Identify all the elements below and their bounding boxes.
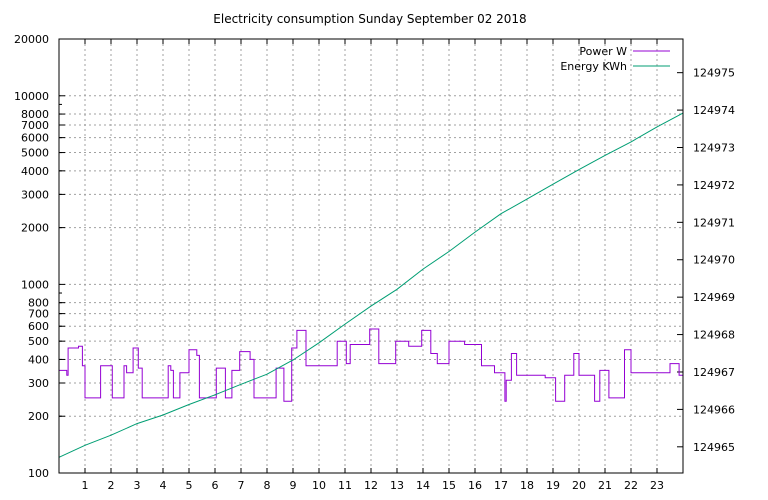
legend: Power W Energy KWh [560, 45, 670, 73]
x-tick-label: 11 [338, 479, 352, 492]
y-left-tick-label: 200 [28, 410, 49, 423]
x-tick-label: 12 [364, 479, 378, 492]
x-tick-label: 9 [290, 479, 297, 492]
y-left-tick-label: 6000 [21, 132, 49, 145]
y-left-tick-label: 600 [28, 320, 49, 333]
y-left-tick-label: 2000 [21, 222, 49, 235]
x-tick-label: 20 [572, 479, 586, 492]
x-tick-label: 15 [442, 479, 456, 492]
x-tick-label: 22 [624, 479, 638, 492]
y-left-tick-label: 500 [28, 335, 49, 348]
x-tick-label: 8 [264, 479, 271, 492]
legend-label-power-w: Power W [579, 45, 627, 58]
series-line-power-w [59, 328, 684, 402]
series-line-energy-kwh [58, 112, 684, 458]
y-right-tick-label: 124975 [693, 67, 735, 80]
x-tick-label: 18 [520, 479, 534, 492]
y-left-tick-label: 3000 [21, 188, 49, 201]
x-tick-label: 7 [238, 479, 245, 492]
y-right-tick-label: 124966 [693, 403, 735, 416]
x-tick-label: 14 [416, 479, 430, 492]
y-left-tick-label: 10000 [14, 90, 49, 103]
x-tick-label: 1 [82, 479, 89, 492]
y-left-tick-label: 700 [28, 308, 49, 321]
x-tick-label: 10 [312, 479, 326, 492]
chart-title: Electricity consumption Sunday September… [213, 12, 526, 26]
y-right-tick-label: 124970 [693, 254, 735, 267]
y-right-tick-label: 124973 [693, 142, 735, 155]
x-tick-label: 4 [160, 479, 167, 492]
x-tick-label: 23 [650, 479, 664, 492]
x-tick-label: 21 [598, 479, 612, 492]
y-right-tick-label: 124974 [693, 104, 735, 117]
y-right-tick-label: 124967 [693, 366, 735, 379]
y-right-tick-label: 124969 [693, 291, 735, 304]
y-left-tick-label: 400 [28, 353, 49, 366]
y-right-tick-label: 124972 [693, 179, 735, 192]
x-tick-label: 19 [546, 479, 560, 492]
x-tick-label: 3 [134, 479, 141, 492]
x-tick-label: 5 [186, 479, 193, 492]
plot-frame [58, 38, 684, 474]
y-left-tick-label: 8000 [21, 108, 49, 121]
y-left-tick-label: 100 [28, 467, 49, 480]
x-tick-label: 13 [390, 479, 404, 492]
y-left-tick-label: 4000 [21, 165, 49, 178]
x-tick-label: 17 [494, 479, 508, 492]
y-right-tick-label: 124971 [693, 216, 735, 229]
series-layer [58, 112, 684, 458]
tick-layer: 1 2 3 4 5 6 7 8 9 10 11 12 13 14 15 16 17 18 19 20 21 22 23100… [14, 33, 735, 492]
y-left-tick-label: 20000 [14, 33, 49, 46]
x-tick-label: 2 [108, 479, 115, 492]
x-tick-label: 16 [468, 479, 482, 492]
legend-label-energy-kwh: Energy KWh [560, 60, 627, 73]
y-left-tick-label: 300 [28, 377, 49, 390]
y-left-tick-label: 7000 [21, 119, 49, 132]
grid-layer [59, 39, 683, 473]
y-left-tick-label: 1000 [21, 278, 49, 291]
x-tick-label: 6 [212, 479, 219, 492]
y-left-tick-label: 800 [28, 297, 49, 310]
y-right-tick-label: 124968 [693, 329, 735, 342]
y-left-tick-label: 5000 [21, 147, 49, 160]
y-right-tick-label: 124965 [693, 441, 735, 454]
